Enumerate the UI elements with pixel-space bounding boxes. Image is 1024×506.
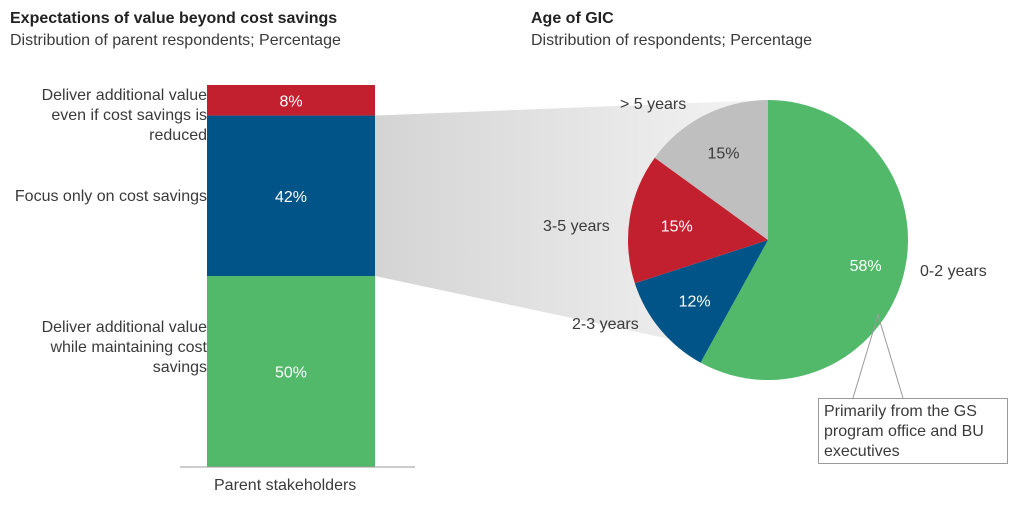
callout-pointer [852, 313, 904, 399]
pie-data-label: 15% [707, 146, 739, 163]
bar-category-label: Focus only on cost savings [14, 188, 207, 205]
pie-chart-title: Age of GIC [531, 10, 614, 27]
bar-data-label: 42% [275, 189, 307, 206]
bar-category-label: Deliver additional value even if cost sa… [41, 87, 207, 144]
bar-segment [207, 85, 375, 116]
bar-chart-subtitle: Distribution of parent respondents; Perc… [10, 32, 341, 49]
pie-slice [628, 157, 768, 284]
pie-slice [654, 100, 768, 240]
bar-segment [207, 276, 375, 467]
pie-data-label: 15% [661, 219, 693, 236]
pie-data-label: 58% [850, 258, 882, 275]
pie-slice [634, 240, 768, 363]
bar-data-label: 50% [275, 365, 307, 382]
callout-annotation: Primarily from the GS program office and… [818, 398, 1008, 464]
bar-segment [207, 115, 375, 276]
bar-category-label: Deliver additional value while maintaini… [41, 319, 207, 376]
bar-data-label: 8% [279, 93, 302, 110]
pie-slice-name: 0-2 years [920, 263, 987, 280]
pie-slice [700, 100, 909, 380]
pie-slice-name: 2-3 years [572, 316, 639, 333]
pie-data-label: 12% [679, 294, 711, 311]
bar-chart-title: Expectations of value beyond cost saving… [10, 10, 338, 27]
pie-slice-name: > 5 years [620, 96, 687, 113]
pie-chart-subtitle: Distribution of respondents; Percentage [531, 32, 813, 49]
pie-slice-name: 3-5 years [543, 218, 610, 235]
x-axis-category: Parent stakeholders [214, 477, 357, 494]
